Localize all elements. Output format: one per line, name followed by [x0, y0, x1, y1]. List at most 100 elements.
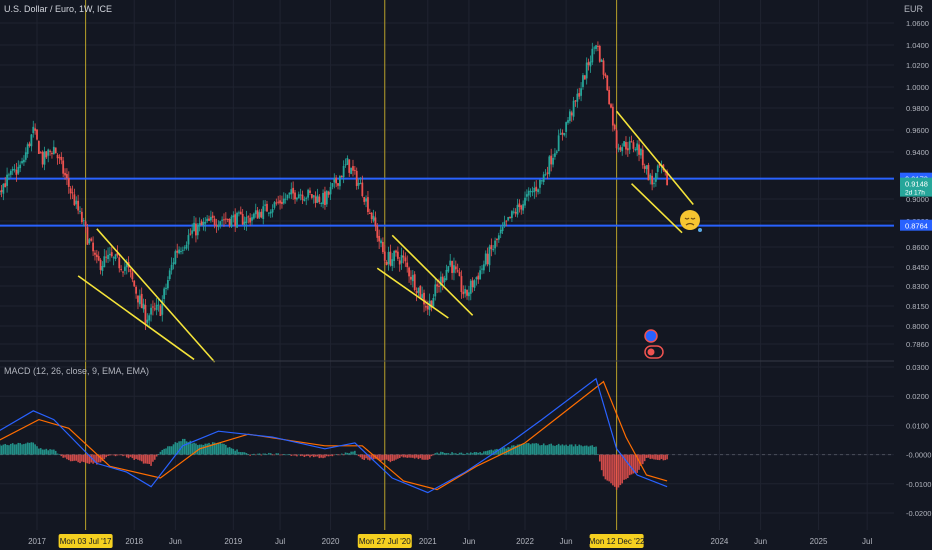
- macd-histogram-bar: [555, 445, 558, 455]
- macd-histogram-bar: [11, 443, 14, 455]
- macd-histogram-bar: [412, 454, 414, 458]
- macd-histogram-bar: [163, 448, 165, 455]
- macd-histogram-bar: [413, 454, 416, 459]
- candle-body: [299, 194, 302, 196]
- candle-body: [497, 235, 500, 240]
- candle-body: [374, 217, 377, 227]
- time-tick-label: Jun: [754, 537, 767, 546]
- candle-body: [516, 204, 519, 215]
- candle-body: [380, 240, 382, 244]
- macd-tick-label: -0.0100: [906, 480, 931, 489]
- time-tick-label: 2019: [224, 537, 242, 546]
- candle-body: [0, 189, 3, 193]
- macd-histogram-bar: [150, 454, 152, 466]
- candle-body: [120, 268, 123, 270]
- candle-body: [400, 255, 403, 264]
- candle-body: [258, 212, 261, 218]
- macd-histogram-bar: [301, 454, 304, 456]
- candle-body: [456, 270, 459, 272]
- candle-body: [135, 286, 137, 294]
- macd-histogram-bar: [578, 444, 581, 455]
- macd-histogram-bar: [329, 454, 332, 456]
- candle-body: [376, 225, 379, 238]
- macd-histogram-bar: [101, 454, 104, 461]
- macd-histogram-bar: [294, 454, 296, 456]
- candle-body: [632, 142, 635, 149]
- candle-body: [587, 62, 590, 66]
- candle-body: [342, 166, 345, 178]
- macd-histogram-bar: [548, 444, 551, 455]
- macd-histogram-bar: [383, 454, 386, 460]
- macd-histogram-bar: [621, 454, 624, 484]
- candle-body: [406, 262, 409, 268]
- macd-histogram-bar: [337, 454, 339, 456]
- candle-body: [458, 271, 461, 277]
- candle-body: [501, 226, 504, 232]
- macd-histogram-bar: [584, 445, 586, 455]
- candle-body: [460, 276, 463, 292]
- macd-histogram-bar: [316, 454, 319, 457]
- macd-histogram-bar: [567, 445, 569, 455]
- event-markers: [644, 210, 702, 359]
- candle-body: [449, 260, 452, 266]
- price-axis[interactable]: 1.0600 1.0400 1.0200 1.0000 0.9800 0.9600 0.94…: [900, 19, 932, 349]
- candle-body: [546, 172, 549, 174]
- candle-body: [469, 280, 472, 294]
- macd-histogram-bar: [415, 454, 418, 458]
- macd-histogram-bar: [531, 443, 534, 455]
- candle-body: [555, 151, 558, 153]
- macd-histogram-bar: [393, 454, 395, 461]
- macd-histogram-bar: [354, 450, 356, 455]
- candle-body: [357, 182, 360, 186]
- macd-histogram-bar: [597, 453, 599, 455]
- candle-body: [271, 208, 274, 213]
- macd-histogram-bar: [627, 454, 629, 479]
- macd-histogram-bar: [636, 454, 638, 473]
- price-tick-label: 0.8300: [906, 282, 929, 291]
- macd-histogram-bar: [324, 454, 326, 458]
- candle-body: [389, 251, 392, 266]
- macd-histogram-bar: [230, 448, 233, 455]
- macd-histogram-bar: [236, 449, 238, 455]
- time-tick-label: Jun: [169, 537, 182, 546]
- candle-body: [228, 218, 231, 226]
- candle-body: [191, 230, 194, 234]
- macd-tick-label: 0.0300: [906, 363, 929, 372]
- candle-body: [411, 275, 414, 282]
- macd-histogram-bar: [400, 454, 403, 457]
- macd-histogram-bar: [617, 454, 620, 488]
- time-axis[interactable]: 2017 2018 Jun 2019 Jul 2020 2021 Jun 2022 Jun 2024…: [28, 534, 872, 548]
- macd-histogram-bar: [492, 450, 495, 455]
- candle-body: [552, 157, 554, 165]
- candle-body: [232, 215, 235, 218]
- macd-histogram-bar: [606, 454, 609, 481]
- candle-body: [441, 276, 444, 283]
- candle-body: [477, 275, 480, 280]
- macd-histogram-bar: [152, 454, 154, 462]
- candle-body: [628, 141, 631, 150]
- candle-body: [361, 182, 364, 197]
- macd-histogram-bar: [258, 453, 261, 455]
- macd-histogram-bar: [398, 454, 401, 459]
- candle-body: [211, 215, 214, 218]
- macd-histogram-bar: [436, 452, 438, 455]
- time-tick-label: 2025: [810, 537, 828, 546]
- macd-histogram-bar: [426, 454, 429, 460]
- candle-body: [340, 175, 343, 178]
- macd-axis[interactable]: 0.0300 0.0200 0.0100 -0.0000 -0.0100 -0.0200: [906, 363, 931, 518]
- candle-body: [217, 224, 220, 228]
- candle-body: [533, 187, 536, 193]
- candle-body: [84, 221, 87, 226]
- macd-histogram-bar: [41, 449, 44, 455]
- macd-histogram-bar: [6, 444, 8, 455]
- candle-body: [290, 189, 293, 195]
- macd-histogram-bar: [198, 444, 201, 455]
- macd-histogram-bar: [69, 454, 72, 462]
- macd-histogram-bar: [542, 443, 545, 455]
- price-tick-label: 1.0400: [906, 41, 929, 50]
- candle-body: [402, 255, 405, 258]
- candle-body: [241, 213, 244, 225]
- trend-channel-lines[interactable]: [77, 110, 694, 363]
- macd-histogram-bar: [512, 445, 515, 455]
